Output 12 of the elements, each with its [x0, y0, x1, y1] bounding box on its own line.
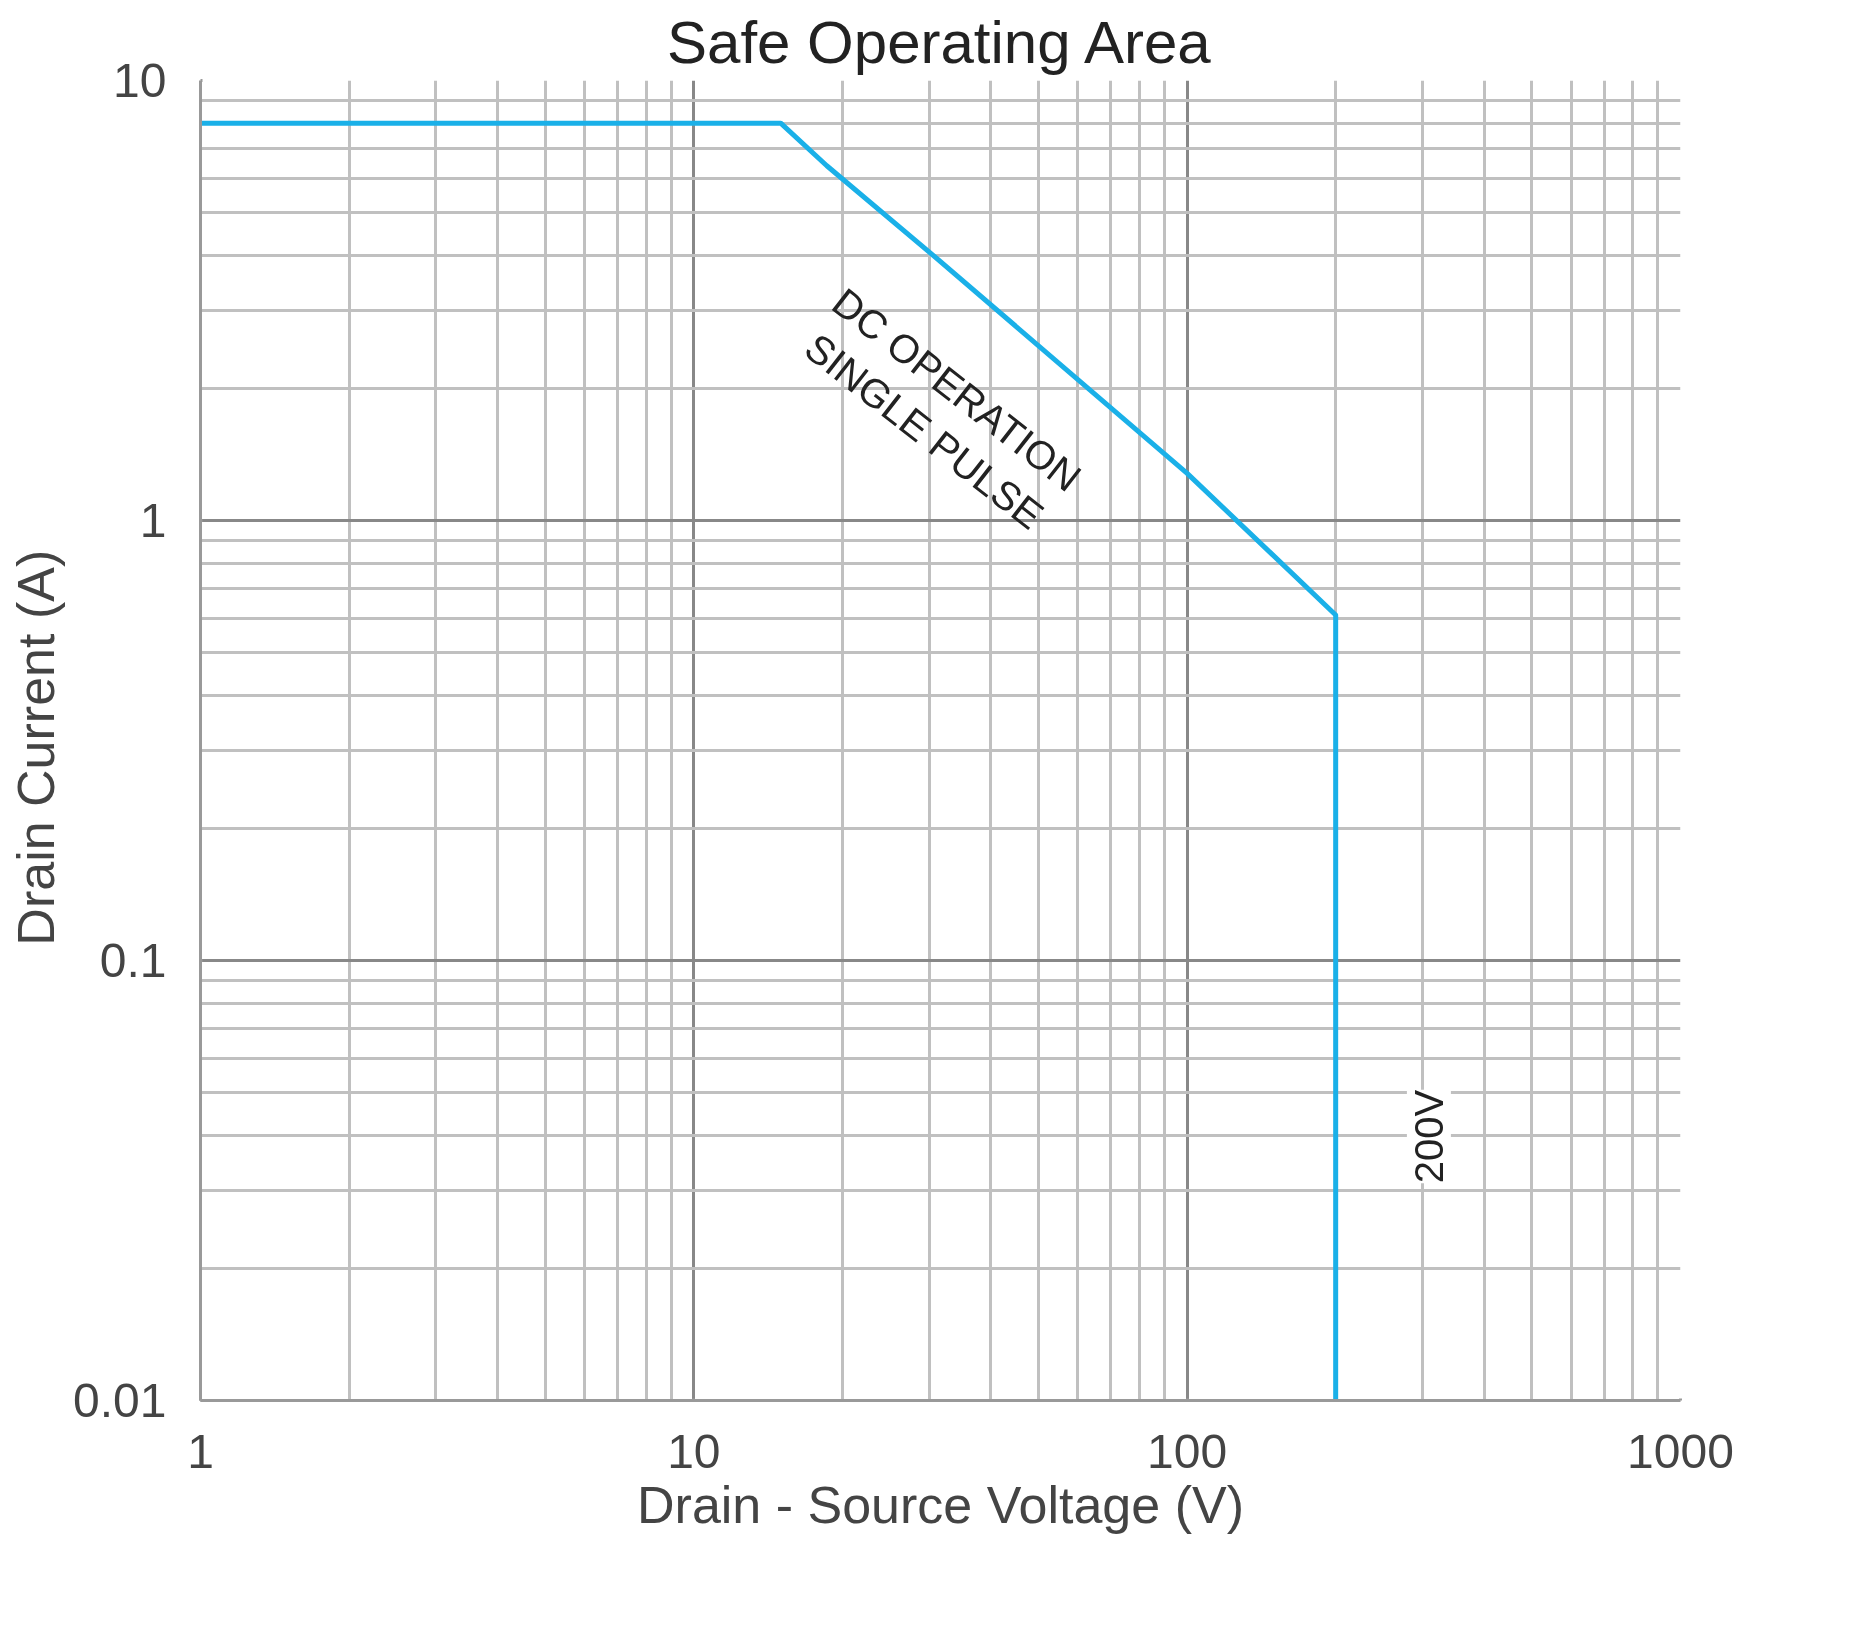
- y-tick-label: 10: [113, 54, 167, 107]
- chart-title: Safe Operating Area: [667, 8, 1212, 76]
- y-tick-label: 1: [139, 494, 167, 547]
- x-tick-label: 1000: [1627, 1424, 1734, 1478]
- x-tick-label: 1: [187, 1424, 214, 1478]
- y-tick-label: 0.01: [73, 1374, 167, 1427]
- x-tick-label: 100: [1147, 1424, 1228, 1478]
- x-tick-label: 10: [667, 1424, 721, 1478]
- x-axis-title: Drain - Source Voltage (V): [637, 1475, 1244, 1534]
- y-tick-label: 0.1: [99, 934, 167, 987]
- annotation: 200V: [1406, 1089, 1451, 1184]
- y-axis-title: Drain Current (A): [7, 549, 66, 946]
